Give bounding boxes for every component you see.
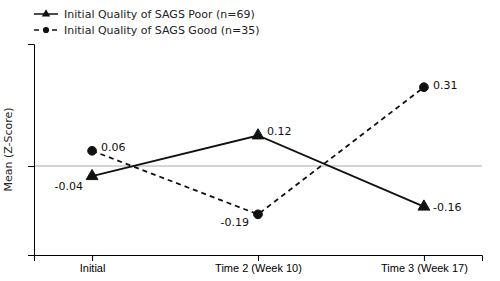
x-tick-label: Time 3 (Week 17): [381, 262, 468, 274]
x-tick-mark: [424, 255, 425, 261]
data-label: -0.16: [433, 201, 461, 214]
data-label: 0.31: [433, 79, 458, 92]
grid: [34, 166, 482, 167]
legend: Initial Quality of SAGS Poor (n=69) Initi…: [34, 8, 260, 37]
grid-line: [34, 166, 482, 167]
y-tick-mark: [28, 166, 34, 167]
data-label: -0.04: [55, 180, 83, 193]
series-marker: [420, 83, 429, 92]
series-line: [92, 136, 424, 207]
data-label: 0.12: [267, 125, 292, 138]
chart: Initial Time 2 (Week 10) Time 3 (Week 17) -…: [0, 0, 500, 281]
legend-label: Initial Quality of SAGS Poor (n=69): [64, 8, 255, 21]
marks: [86, 83, 430, 219]
series-marker: [88, 146, 97, 155]
legend-label: Initial Quality of SAGS Good (n=35): [64, 24, 260, 37]
x-axis: Initial Time 2 (Week 10) Time 3 (Week 17): [35, 255, 483, 274]
x-tick: Initial: [80, 255, 106, 274]
y-axis: [28, 45, 35, 256]
legend-item: Initial Quality of SAGS Poor (n=69): [34, 8, 255, 21]
y-axis-title: Mean (Z-Score): [2, 107, 15, 191]
series-marker: [252, 129, 264, 139]
y-axis-line: [28, 45, 35, 256]
y-tick: [28, 166, 34, 167]
x-tick-mark: [258, 255, 259, 261]
series: [88, 83, 429, 219]
legend-marker: [42, 9, 50, 16]
series-marker: [254, 210, 263, 219]
x-tick-mark: [92, 255, 93, 261]
x-tick: Time 3 (Week 17): [381, 255, 468, 274]
series-line: [92, 87, 424, 214]
x-tick-label: Initial: [80, 262, 106, 274]
data-label: 0.06: [101, 141, 126, 154]
data-labels: -0.04 0.12 -0.16 0.06 -0.19 0.31: [55, 79, 462, 229]
plot: Initial Time 2 (Week 10) Time 3 (Week 17) -…: [28, 45, 483, 274]
data-label: -0.19: [221, 216, 249, 229]
x-tick-label: Time 2 (Week 10): [215, 262, 302, 274]
x-axis-line: [35, 256, 483, 262]
legend-item: Initial Quality of SAGS Good (n=35): [34, 24, 260, 37]
x-tick: Time 2 (Week 10): [215, 255, 302, 274]
series: [86, 129, 430, 210]
series-marker: [86, 169, 98, 179]
legend-marker: [43, 27, 49, 33]
series-marker: [418, 200, 430, 210]
